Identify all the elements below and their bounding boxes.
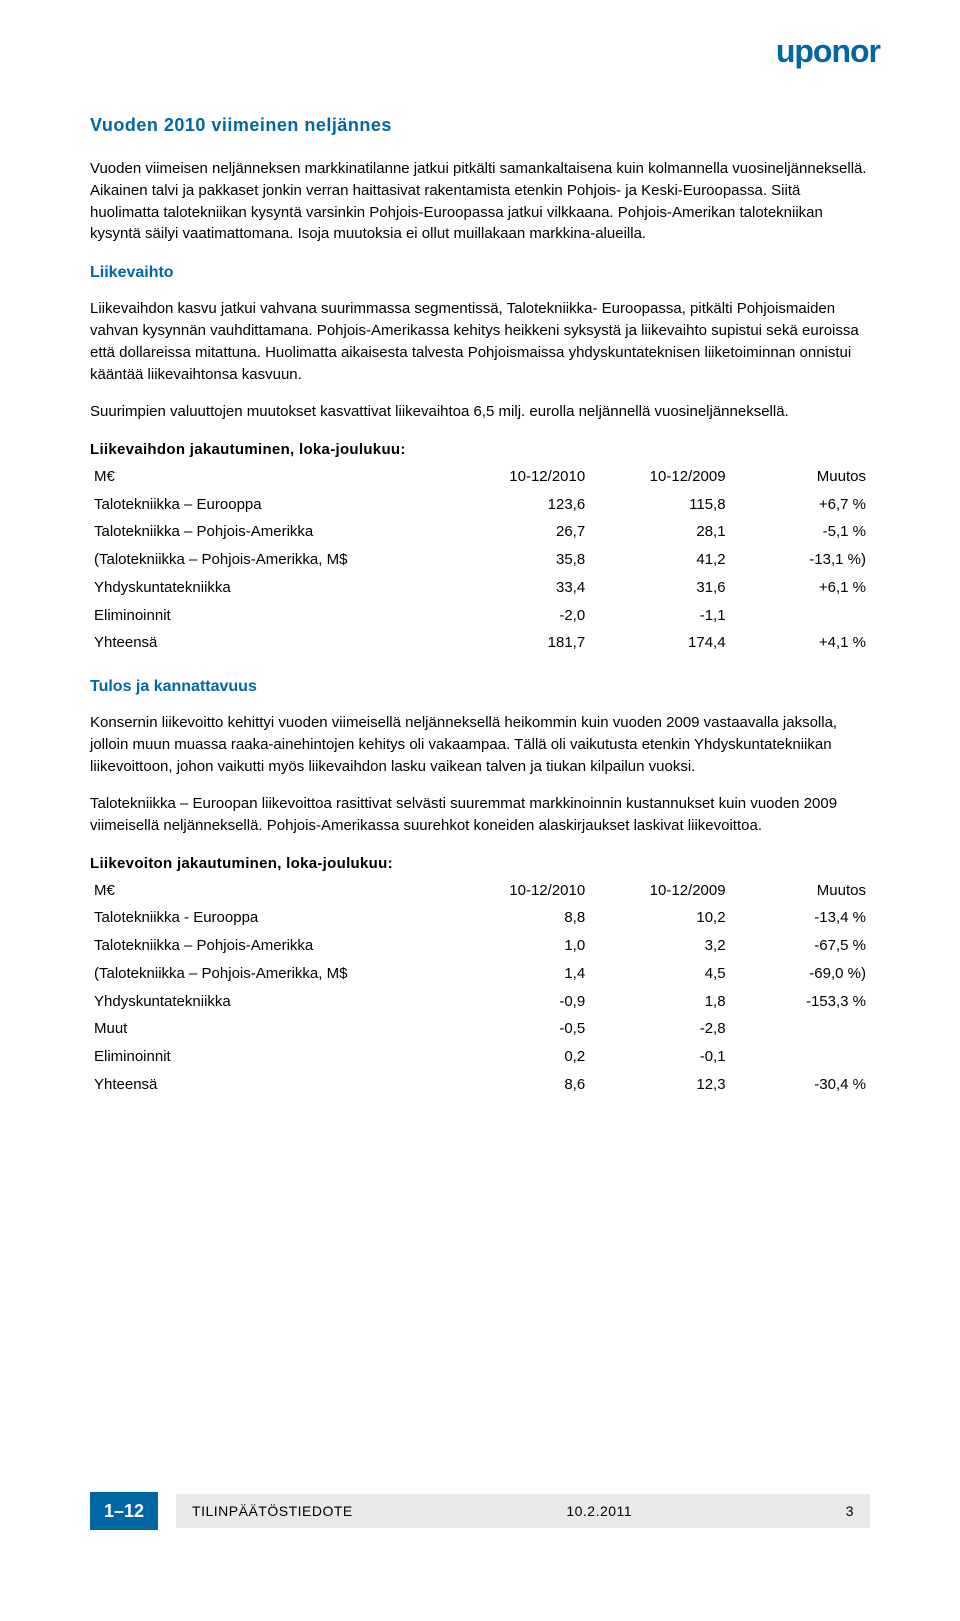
revenue-table-title: Liikevaihdon jakautuminen, loka-joulukuu… (90, 439, 870, 461)
page-container: uponor Vuoden 2010 viimeinen neljännes V… (0, 0, 960, 1560)
col-2009: 10-12/2009 (589, 877, 729, 905)
cell-label: Eliminoinnit (90, 1043, 449, 1071)
revenue-heading: Liikevaihto (90, 261, 870, 284)
table-row: Eliminoinnit0,2-0,1 (90, 1043, 870, 1071)
cell-label: Talotekniikka – Eurooppa (90, 491, 449, 519)
col-label: M€ (90, 463, 449, 491)
cell: 3,2 (589, 932, 729, 960)
cell: -2,8 (589, 1015, 729, 1043)
cell: -69,0 %) (730, 960, 870, 988)
cell-label: (Talotekniikka – Pohjois-Amerikka, M$ (90, 546, 449, 574)
table-row: Talotekniikka – Eurooppa123,6115,8+6,7 % (90, 491, 870, 519)
table-header-row: M€ 10-12/2010 10-12/2009 Muutos (90, 463, 870, 491)
cell-label: Muut (90, 1015, 449, 1043)
table-row: Yhteensä8,612,3-30,4 % (90, 1071, 870, 1099)
profit-table: M€ 10-12/2010 10-12/2009 Muutos Talotekn… (90, 877, 870, 1099)
cell: -0,5 (449, 1015, 589, 1043)
cell: -2,0 (449, 602, 589, 630)
cell-label: Talotekniikka – Pohjois-Amerikka (90, 518, 449, 546)
profit-heading: Tulos ja kannattavuus (90, 675, 870, 698)
table-row: (Talotekniikka – Pohjois-Amerikka, M$35,… (90, 546, 870, 574)
cell (730, 602, 870, 630)
profit-para-2: Talotekniikka – Euroopan liikevoittoa ra… (90, 793, 870, 837)
cell: 115,8 (589, 491, 729, 519)
table-row: Yhdyskuntatekniikka-0,91,8-153,3 % (90, 988, 870, 1016)
cell: 28,1 (589, 518, 729, 546)
page-footer: 1–12 TILINPÄÄTÖSTIEDOTE 10.2.2011 3 (90, 1492, 870, 1530)
footer-range: 1–12 (90, 1492, 158, 1530)
cell: 4,5 (589, 960, 729, 988)
cell: 123,6 (449, 491, 589, 519)
cell-label: (Talotekniikka – Pohjois-Amerikka, M$ (90, 960, 449, 988)
cell (730, 1015, 870, 1043)
cell: 31,6 (589, 574, 729, 602)
table-row: (Talotekniikka – Pohjois-Amerikka, M$1,4… (90, 960, 870, 988)
table-row: Talotekniikka – Pohjois-Amerikka1,03,2-6… (90, 932, 870, 960)
cell: 1,8 (589, 988, 729, 1016)
cell: 1,0 (449, 932, 589, 960)
cell: 8,8 (449, 904, 589, 932)
cell: -30,4 % (730, 1071, 870, 1099)
cell: -13,4 % (730, 904, 870, 932)
cell: -5,1 % (730, 518, 870, 546)
cell-label: Yhdyskuntatekniikka (90, 988, 449, 1016)
cell: +6,7 % (730, 491, 870, 519)
cell: -1,1 (589, 602, 729, 630)
col-label: M€ (90, 877, 449, 905)
col-2010: 10-12/2010 (449, 463, 589, 491)
page-title: Vuoden 2010 viimeinen neljännes (90, 112, 870, 138)
cell-label: Talotekniikka - Eurooppa (90, 904, 449, 932)
cell: 181,7 (449, 629, 589, 657)
table-row: Yhteensä181,7174,4+4,1 % (90, 629, 870, 657)
cell: 8,6 (449, 1071, 589, 1099)
cell: +6,1 % (730, 574, 870, 602)
cell: -67,5 % (730, 932, 870, 960)
col-change: Muutos (730, 877, 870, 905)
cell-label: Yhteensä (90, 1071, 449, 1099)
footer-date: 10.2.2011 (566, 1501, 632, 1521)
cell: +4,1 % (730, 629, 870, 657)
cell: -0,9 (449, 988, 589, 1016)
profit-para-1: Konsernin liikevoitto kehittyi vuoden vi… (90, 712, 870, 777)
profit-table-title: Liikevoiton jakautuminen, loka-joulukuu: (90, 853, 870, 875)
cell: 0,2 (449, 1043, 589, 1071)
footer-label-bar: TILINPÄÄTÖSTIEDOTE 10.2.2011 3 (176, 1494, 870, 1528)
footer-doc-title: TILINPÄÄTÖSTIEDOTE (192, 1501, 353, 1521)
table-row: Talotekniikka – Pohjois-Amerikka26,728,1… (90, 518, 870, 546)
cell: 10,2 (589, 904, 729, 932)
cell: 26,7 (449, 518, 589, 546)
cell-label: Talotekniikka – Pohjois-Amerikka (90, 932, 449, 960)
cell: 33,4 (449, 574, 589, 602)
table-header-row: M€ 10-12/2010 10-12/2009 Muutos (90, 877, 870, 905)
cell-label: Eliminoinnit (90, 602, 449, 630)
cell: 174,4 (589, 629, 729, 657)
intro-paragraph: Vuoden viimeisen neljänneksen markkinati… (90, 158, 870, 245)
table-row: Eliminoinnit-2,0-1,1 (90, 602, 870, 630)
revenue-para-1: Liikevaihdon kasvu jatkui vahvana suurim… (90, 298, 870, 385)
revenue-table: M€ 10-12/2010 10-12/2009 Muutos Talotekn… (90, 463, 870, 657)
col-change: Muutos (730, 463, 870, 491)
cell: -153,3 % (730, 988, 870, 1016)
cell: 1,4 (449, 960, 589, 988)
cell: -13,1 %) (730, 546, 870, 574)
brand-logo: uponor (776, 28, 880, 74)
cell (730, 1043, 870, 1071)
table-row: Muut-0,5-2,8 (90, 1015, 870, 1043)
table-row: Yhdyskuntatekniikka33,431,6+6,1 % (90, 574, 870, 602)
cell: 35,8 (449, 546, 589, 574)
cell: 41,2 (589, 546, 729, 574)
col-2010: 10-12/2010 (449, 877, 589, 905)
revenue-para-2: Suurimpien valuuttojen muutokset kasvatt… (90, 401, 870, 423)
cell-label: Yhdyskuntatekniikka (90, 574, 449, 602)
table-row: Talotekniikka - Eurooppa8,810,2-13,4 % (90, 904, 870, 932)
cell: 12,3 (589, 1071, 729, 1099)
col-2009: 10-12/2009 (589, 463, 729, 491)
cell-label: Yhteensä (90, 629, 449, 657)
footer-page-number: 3 (846, 1501, 854, 1521)
cell: -0,1 (589, 1043, 729, 1071)
